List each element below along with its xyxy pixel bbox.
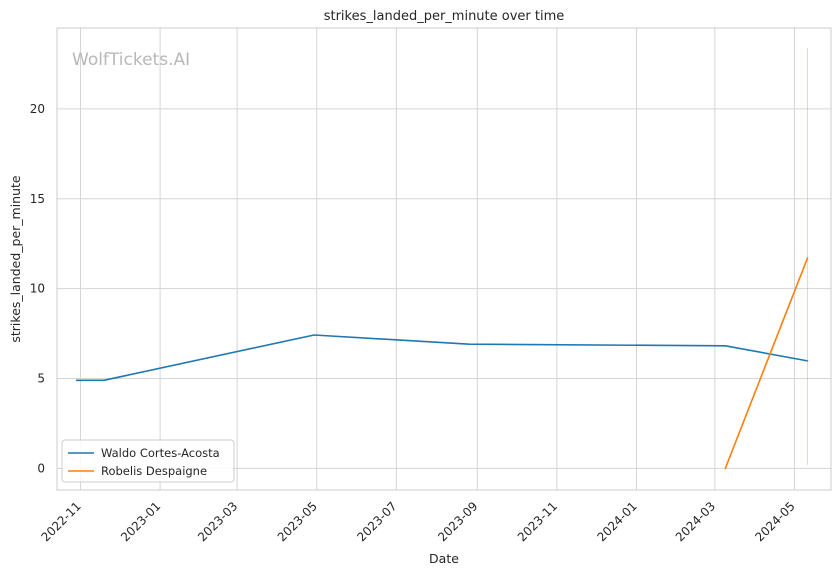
x-tick-label: 2023-11 [515,499,560,544]
legend-label-series-0: Waldo Cortes-Acosta [101,446,220,460]
x-tick-label: 2023-05 [275,499,320,544]
legend: Waldo Cortes-Acosta Robelis Despaigne [61,439,235,483]
series-layer [75,47,809,470]
chart-title: strikes_landed_per_minute over time [324,9,565,24]
watermark: WolfTickets.AI [72,50,190,70]
y-tick-label: 10 [30,282,45,296]
x-tick-label: 2022-11 [38,499,83,544]
x-tick-label: 2023-03 [195,499,240,544]
y-axis-title: strikes_landed_per_minute [8,175,23,343]
y-tick-label: 5 [37,372,45,386]
x-tick-label: 2023-01 [118,499,163,544]
plot-area-frame [56,27,832,491]
y-tick-label: 15 [30,192,45,206]
legend-label-series-1: Robelis Despaigne [101,464,207,478]
x-tick-label: 2023-09 [435,499,480,544]
grid [57,28,831,490]
x-axis-title: Date [429,551,459,566]
y-tick-label: 20 [30,102,45,116]
x-tick-label: 2024-01 [594,499,639,544]
legend-box [61,439,235,483]
series-0-line [75,334,809,382]
x-tick-label: 2024-05 [752,499,797,544]
series-1-line [724,257,809,470]
x-tick-label: 2023-07 [354,499,399,544]
x-tick-label: 2024-03 [673,499,718,544]
y-tick-label: 0 [37,461,45,475]
